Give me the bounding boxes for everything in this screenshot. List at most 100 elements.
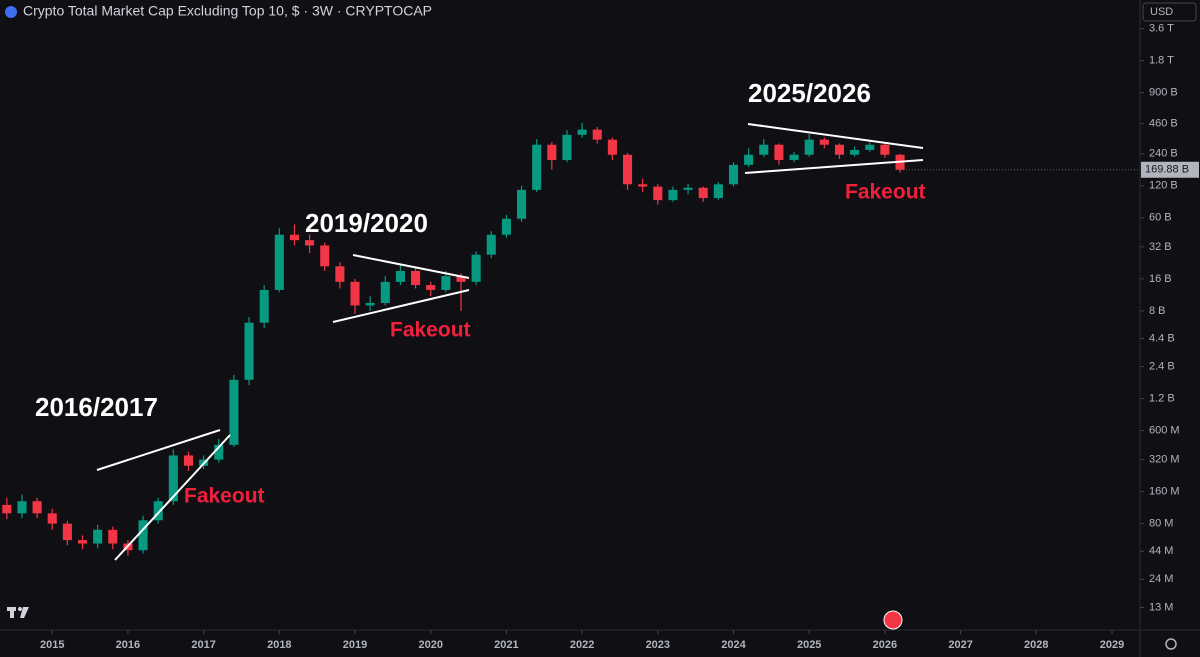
y-tick-label: 24 M	[1149, 573, 1173, 585]
candle-body	[880, 144, 890, 155]
candle-body	[819, 139, 829, 145]
y-tick-label: 600 M	[1149, 424, 1180, 436]
x-tick-label: 2015	[40, 639, 64, 651]
tv-logo	[7, 607, 29, 618]
candle-body	[411, 270, 421, 286]
y-tick-label: 320 M	[1149, 454, 1180, 466]
annotation: 2019/2020	[305, 208, 428, 238]
annotation: 2025/2026	[748, 78, 871, 108]
candle-body	[289, 234, 300, 241]
candle-body	[32, 501, 42, 514]
trend-line	[114, 434, 231, 561]
plot-area	[2, 122, 905, 556]
candle-body	[153, 501, 163, 521]
candle-body	[698, 187, 708, 199]
y-tick-label: 1.8 T	[1149, 55, 1174, 67]
candle-body	[713, 184, 723, 199]
candle-body	[426, 285, 436, 290]
annotation: Fakeout	[184, 485, 265, 508]
candle-body	[850, 149, 860, 155]
trend-line	[352, 254, 470, 279]
x-tick-label: 2026	[873, 639, 897, 651]
y-tick-label: 16 B	[1149, 273, 1172, 285]
x-tick-label: 2029	[1100, 639, 1124, 651]
currency-box[interactable]	[1142, 2, 1197, 22]
candle-body	[62, 523, 72, 541]
candle-body	[244, 322, 254, 380]
y-tick-label: 3.6 T	[1149, 23, 1174, 35]
candle-body	[683, 187, 693, 190]
candle-body	[638, 184, 648, 187]
candle-body	[501, 218, 511, 235]
candle-body	[486, 234, 496, 255]
y-tick-label: 2.4 B	[1149, 360, 1175, 372]
candle-body	[653, 186, 663, 201]
x-tick-label: 2017	[191, 639, 215, 651]
candle-body	[395, 270, 405, 282]
candle-body	[592, 129, 602, 140]
trend-line	[747, 123, 924, 149]
trend-line	[744, 159, 924, 174]
candle-body	[47, 513, 57, 524]
trend-line	[96, 429, 221, 471]
settings-icon[interactable]	[1165, 638, 1177, 650]
candle-body	[108, 529, 118, 544]
y-tick-label: 900 B	[1149, 87, 1178, 99]
candle-body	[138, 520, 148, 551]
candle-body	[168, 455, 178, 502]
y-tick-label: 44 M	[1149, 545, 1173, 557]
chart-title: Crypto Total Market Cap Excluding Top 10…	[23, 3, 432, 19]
candle-body	[229, 379, 239, 445]
x-tick-label: 2022	[570, 639, 594, 651]
annotation: Fakeout	[845, 181, 926, 204]
x-tick-label: 2018	[267, 639, 291, 651]
x-tick-label: 2028	[1024, 639, 1048, 651]
candle-body	[668, 189, 678, 201]
currency[interactable]: USD	[1150, 6, 1173, 18]
trend-line	[332, 289, 470, 323]
last-price-box	[1141, 161, 1199, 178]
x-tick-label: 2020	[418, 639, 442, 651]
symbol-icon	[5, 6, 17, 18]
candle-body	[471, 254, 481, 282]
candle-body	[259, 289, 269, 323]
y-tick-label: 120 B	[1149, 180, 1178, 192]
candle-body	[183, 455, 194, 466]
candle-body	[441, 276, 451, 290]
y-tick-label: 160 M	[1149, 486, 1180, 498]
candle-body	[274, 234, 284, 290]
candle-body	[350, 281, 360, 306]
candle-body	[380, 281, 390, 303]
candle-body	[214, 444, 224, 460]
y-tick-label: 13 M	[1149, 601, 1173, 613]
y-tick-label: 240 B	[1149, 148, 1178, 160]
candle-body	[804, 139, 814, 155]
x-tick-label: 2024	[721, 639, 746, 651]
y-tick-label: 32 B	[1149, 241, 1172, 253]
x-tick-label: 2016	[116, 639, 140, 651]
candle-body	[335, 266, 345, 282]
candle-body	[834, 144, 845, 155]
candle-body	[17, 501, 27, 514]
candle-body	[2, 504, 12, 514]
events-icon[interactable]	[883, 610, 903, 630]
candle-body	[547, 144, 557, 160]
candle-body	[320, 245, 330, 267]
candle-body	[607, 139, 617, 155]
candle-body	[365, 302, 375, 306]
candle-body	[789, 154, 799, 160]
x-tick-label: 2021	[494, 639, 518, 651]
annotation: Fakeout	[390, 319, 471, 342]
candle-body	[562, 134, 572, 160]
candle-body	[774, 144, 784, 160]
candle-body	[759, 144, 769, 155]
x-tick-label: 2019	[343, 639, 367, 651]
candle-body	[77, 540, 88, 544]
candle-body	[305, 240, 315, 246]
y-tick-label: 60 B	[1149, 212, 1172, 224]
x-tick-label: 2027	[948, 639, 972, 651]
candle-body	[865, 144, 875, 150]
candle-body	[744, 154, 754, 165]
y-tick-label: 80 M	[1149, 518, 1173, 530]
